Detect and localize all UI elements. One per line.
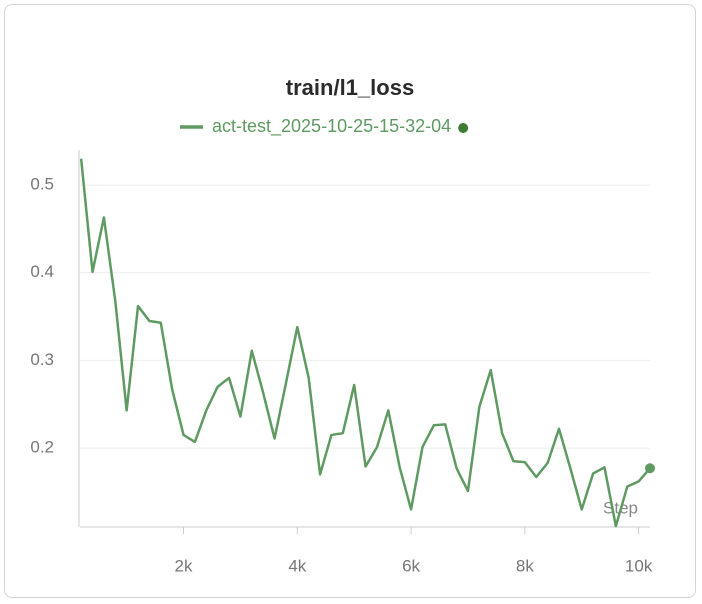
- legend-dot: [458, 123, 469, 133]
- x-tick-label: 4k: [288, 556, 306, 575]
- panel-card: [4, 4, 696, 598]
- legend-label: act-test_2025-10-25-15-32-04: [212, 116, 451, 137]
- chart-title: train/l1_loss: [286, 75, 414, 100]
- y-tick-label: 0.2: [30, 438, 54, 457]
- x-tick-label: 6k: [402, 556, 420, 575]
- y-tick-label: 0.3: [30, 350, 54, 369]
- y-tick-label: 0.5: [30, 175, 54, 194]
- series-line: [79, 158, 651, 528]
- y-tick-label: 0.4: [30, 262, 54, 281]
- end-point: [645, 463, 655, 474]
- x-tick-label: 8k: [516, 556, 534, 575]
- x-tick-label: 10k: [625, 556, 653, 575]
- x-tick-label: 2k: [175, 556, 193, 575]
